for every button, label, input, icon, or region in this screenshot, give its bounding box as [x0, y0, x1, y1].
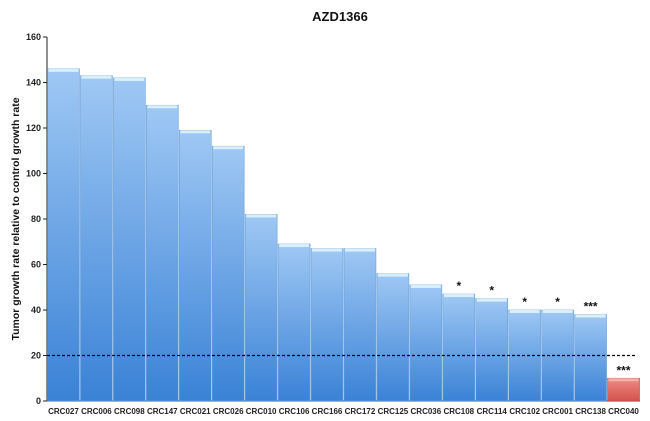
x-tick-label: CRC147 — [147, 407, 178, 416]
bar-crc006 — [80, 75, 113, 402]
x-tick-label: CRC006 — [81, 407, 112, 416]
bar-top-cap — [114, 77, 145, 81]
significance-marker: * — [489, 284, 494, 298]
significance-annotations: * ** * ****** — [456, 279, 630, 377]
y-tick-label: 20 — [31, 351, 41, 361]
bar-top-cap — [377, 273, 408, 277]
bar-top-cap — [279, 244, 310, 248]
bar-top-cap — [542, 310, 573, 313]
bar-crc125 — [376, 273, 410, 402]
bar-crc106 — [277, 243, 311, 402]
significance-marker: * — [522, 295, 527, 309]
y-tick-label: 120 — [26, 123, 41, 133]
bar-top-cap — [246, 214, 277, 218]
x-tick-label: CRC108 — [443, 407, 474, 416]
bar-top-cap — [147, 105, 178, 109]
bar-crc147 — [146, 104, 179, 402]
x-tick-label: CRC166 — [312, 407, 343, 416]
chart-title: AZD1366 — [312, 9, 368, 24]
bar-top-cap — [345, 248, 375, 252]
x-tick-label: CRC021 — [180, 407, 211, 416]
x-tick-label: CRC036 — [411, 407, 442, 416]
y-tick-label: 0 — [36, 396, 41, 406]
x-tick-label: CRC027 — [48, 407, 79, 416]
bar-crc026 — [211, 145, 245, 402]
y-tick-label: 60 — [31, 260, 41, 270]
x-tick-label: CRC001 — [542, 407, 573, 416]
x-tick-label: CRC102 — [509, 407, 540, 416]
bar-crc166 — [310, 248, 344, 402]
x-tick-label: CRC114 — [477, 407, 508, 416]
bar-crc010 — [244, 214, 278, 402]
bar-crc040 — [607, 377, 640, 402]
significance-marker: * — [555, 295, 560, 309]
bar-crc108 — [442, 293, 476, 402]
y-tick-label: 80 — [31, 214, 41, 224]
bar-crc021 — [178, 129, 212, 402]
bar-top-cap — [312, 248, 342, 252]
bar-top-cap — [180, 130, 211, 134]
y-axis: 0 20 40 60 80 100 120 140 160 — [26, 32, 640, 406]
significance-marker: *** — [584, 300, 598, 314]
x-axis-labels: CRC027 CRC006 CRC098 CRC147 CRC021 CRC026 CRC0… — [48, 407, 639, 416]
bar-top-cap — [410, 284, 441, 288]
x-tick-label: CRC026 — [213, 407, 244, 416]
bar-top-cap — [476, 298, 507, 302]
x-tick-label: CRC040 — [608, 407, 639, 416]
bar-crc114 — [475, 298, 509, 402]
y-tick-label: 100 — [26, 169, 41, 179]
bar-top-cap — [509, 310, 540, 313]
x-tick-label: CRC106 — [279, 407, 310, 416]
bar-top-cap — [81, 75, 112, 79]
x-tick-label: CRC138 — [575, 407, 606, 416]
bar-crc172 — [343, 248, 377, 402]
x-tick-label: CRC098 — [114, 407, 145, 416]
bar-top-cap — [608, 378, 639, 382]
x-tick-label: CRC010 — [246, 407, 277, 416]
bar-top-cap — [575, 314, 606, 318]
y-tick-label: 140 — [26, 78, 41, 88]
bar-crc027 — [47, 68, 80, 402]
bar-top-cap — [48, 68, 79, 72]
bar-top-cap — [443, 294, 474, 298]
bar-top-cap — [213, 146, 244, 150]
x-tick-label: CRC172 — [345, 407, 376, 416]
bar-crc098 — [113, 77, 146, 402]
y-axis-label: Tumor growth rate relative to control gr… — [10, 97, 22, 340]
significance-marker: * — [456, 279, 461, 293]
significance-marker: *** — [617, 363, 631, 377]
bar-crc036 — [409, 284, 443, 402]
x-tick-label: CRC125 — [378, 407, 409, 416]
y-tick-label: 160 — [26, 32, 41, 42]
bar-crc138 — [574, 314, 607, 402]
bars — [47, 68, 640, 402]
y-tick-label: 40 — [31, 305, 41, 315]
